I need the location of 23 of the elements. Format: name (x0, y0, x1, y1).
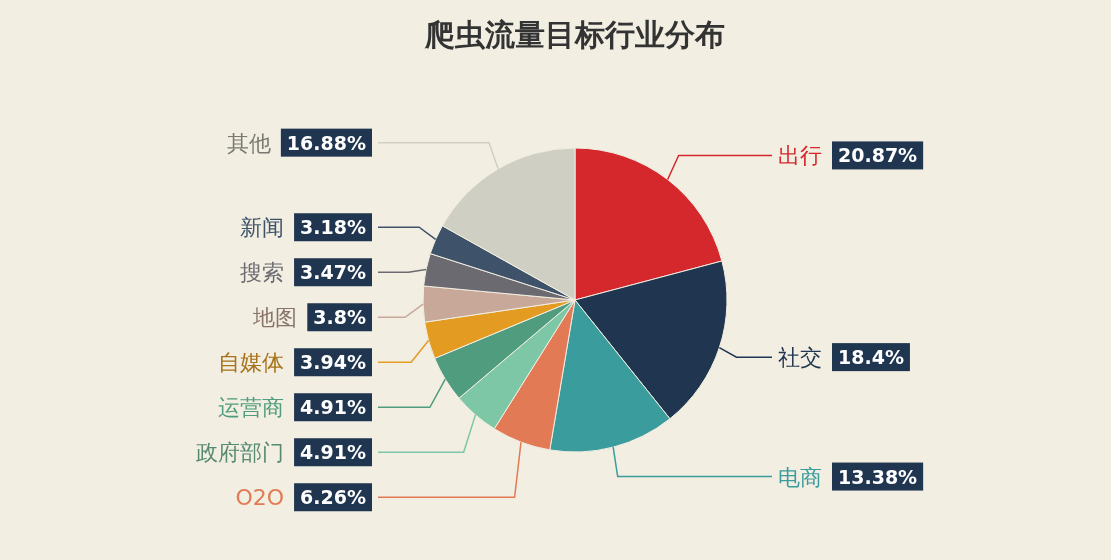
slice-label: 电商 (778, 464, 822, 490)
data-label: 16.88% (286, 131, 366, 154)
data-label: 18.4% (838, 346, 904, 369)
slice-label: 运营商 (218, 395, 285, 421)
data-label: 3.18% (300, 216, 366, 239)
data-label: 3.47% (300, 261, 366, 284)
data-label: 4.91% (300, 396, 366, 419)
data-label: 4.91% (300, 441, 366, 464)
slice-label: 地图 (252, 305, 298, 331)
chart-title: 爬虫流量目标行业分布 (424, 17, 725, 52)
slice-label: O2O (235, 485, 285, 511)
data-label: 3.8% (313, 306, 366, 329)
slice-label: 搜索 (240, 260, 285, 286)
slice-label: 自媒体 (218, 350, 285, 376)
data-label: 20.87% (838, 144, 918, 167)
data-label: 6.26% (300, 486, 366, 509)
slice-label: 其他 (226, 130, 271, 156)
slice-label: 政府部门 (196, 440, 285, 466)
data-label: 3.94% (300, 351, 366, 374)
slice-label: 出行 (778, 143, 822, 169)
slice-label: 新闻 (240, 215, 285, 241)
data-label: 13.38% (838, 465, 918, 488)
legend-label: 社交 (778, 345, 822, 371)
